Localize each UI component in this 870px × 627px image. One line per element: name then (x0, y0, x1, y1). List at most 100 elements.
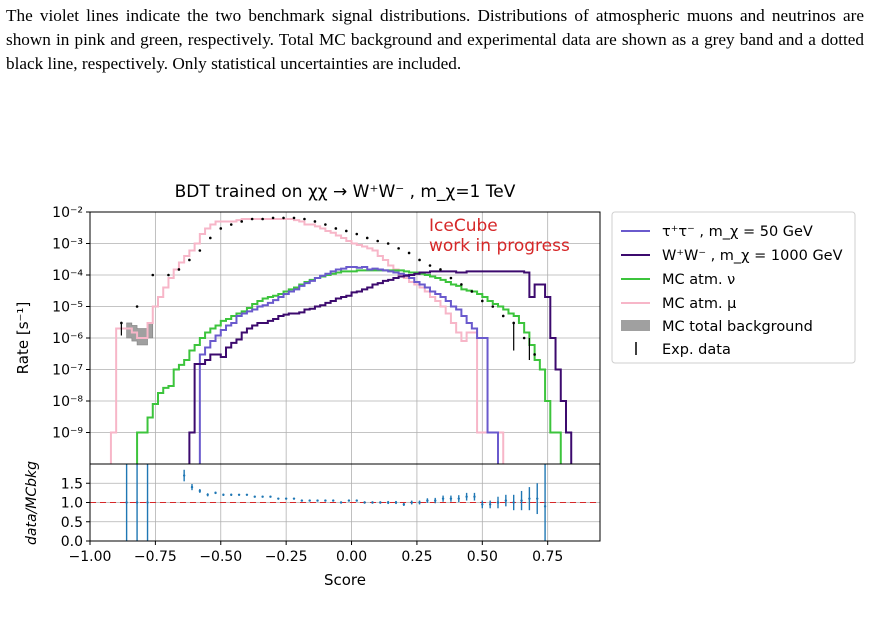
ratio-plot (90, 464, 600, 541)
legend-label-data: Exp. data (662, 342, 731, 358)
ratio-point (182, 474, 186, 477)
x-tick-label: 0.00 (336, 549, 367, 565)
ratio-point (410, 501, 413, 504)
legend-label-tautau: τ⁺τ⁻ , m_χ = 50 GeV (662, 224, 813, 240)
x-tick-label: −1.00 (69, 549, 112, 565)
legend-label-mu: MC atm. μ (662, 296, 736, 312)
ratio-point (473, 495, 476, 498)
data-point (151, 273, 155, 277)
ratio-point (292, 497, 296, 500)
data-point (303, 217, 306, 221)
x-tick-label: −0.25 (265, 549, 308, 565)
series-line-tautau (198, 265, 499, 464)
ratio-point (465, 495, 468, 498)
main-plot (109, 216, 573, 464)
ratio-point (520, 499, 523, 502)
y-tick-label: 10⁻² (52, 205, 83, 221)
legend-box (611, 211, 856, 364)
legend-label-band: MC total background (662, 319, 813, 335)
data-point (522, 336, 526, 340)
ratio-point (261, 495, 264, 498)
x-tick-label: 0.50 (467, 549, 498, 565)
x-tick-label: −0.50 (199, 549, 242, 565)
data-point (501, 314, 505, 318)
ratio-point (198, 489, 202, 493)
ratio-point (528, 497, 531, 500)
data-point (271, 216, 275, 220)
data-point (481, 299, 484, 303)
ratio-point (512, 501, 515, 504)
ratio-point (481, 503, 484, 506)
x-tick-label: −0.75 (134, 549, 177, 565)
ratio-point (324, 499, 327, 502)
ratio-point (190, 485, 194, 489)
data-point (397, 247, 400, 250)
data-point (188, 258, 191, 262)
ratio-tick-label: 1.5 (61, 476, 83, 492)
data-point (261, 217, 264, 221)
ratio-point (245, 493, 249, 496)
y-tick-label: 10⁻⁶ (52, 331, 83, 347)
y-tick-label: 10⁻⁷ (52, 363, 83, 379)
data-point (355, 232, 359, 236)
ratio-point (394, 501, 398, 504)
data-point (250, 217, 254, 221)
data-point (376, 239, 379, 243)
ratio-point (222, 493, 225, 496)
data-point (407, 251, 411, 255)
data-point (324, 223, 327, 226)
data-point (365, 236, 369, 240)
legend: τ⁺τ⁻ , m_χ = 50 GeV W⁺W⁻ , m_χ = 1000 Ge… (611, 211, 856, 364)
data-point (460, 283, 463, 286)
ratio-point (332, 499, 335, 502)
ratio-point (284, 497, 288, 500)
y-axis-label: Rate [s⁻¹] (14, 302, 32, 375)
ratio-tick-labels: 1.5 1.0 0.5 0.0 (61, 476, 90, 550)
ratio-point (146, 501, 149, 504)
data-point (313, 220, 317, 223)
ratio-point (434, 499, 437, 502)
data-point (428, 264, 432, 267)
data-point (219, 227, 223, 230)
ratio-tick-label: 1.0 (61, 496, 83, 512)
ratio-point (339, 501, 343, 504)
figure-caption: The violet lines indicate the two benchm… (6, 6, 864, 73)
x-tick-label: 0.25 (401, 549, 432, 565)
data-point (386, 242, 390, 245)
ratio-point (536, 497, 539, 500)
data-point (177, 268, 181, 271)
ratio-point (308, 499, 311, 502)
ratio-tick-label: 0.0 (61, 534, 83, 550)
y-tick-label: 10⁻³ (52, 237, 83, 253)
y-tick-labels: 10⁻² 10⁻³ 10⁻⁴ 10⁻⁵ 10⁻⁶ 10⁻⁷ 10⁻⁸ 10⁻⁹ (52, 205, 90, 442)
data-point (198, 249, 202, 252)
data-point (345, 229, 348, 233)
data-point (229, 223, 233, 226)
annotation-line-2: work in progress (429, 236, 570, 256)
y-tick-label: 10⁻⁸ (52, 394, 83, 410)
x-axis-label: Score (324, 571, 366, 589)
data-point (418, 258, 421, 262)
ratio-point (371, 501, 374, 504)
ratio-point (488, 503, 492, 506)
ratio-axis-label: data/MCbkg (24, 461, 40, 545)
ratio-point (449, 497, 453, 500)
series-line-ww (188, 270, 573, 464)
legend-swatch-band (621, 320, 650, 331)
ratio-point (300, 499, 304, 502)
ratio-point (230, 493, 233, 496)
series-line-mu (109, 217, 505, 464)
x-tick-labels: −1.00 −0.75 −0.50 −0.25 0.00 0.25 0.50 0.75 (69, 541, 563, 565)
legend-label-nu: MC atm. ν (662, 272, 735, 288)
ratio-point (253, 495, 256, 498)
data-point (292, 216, 296, 220)
ratio-point (237, 493, 241, 496)
data-point (334, 227, 338, 230)
data-point (439, 268, 442, 271)
data-point (167, 273, 170, 277)
ratio-point (402, 503, 406, 506)
y-tick-label: 10⁻⁴ (52, 268, 83, 284)
data-point (449, 276, 453, 280)
ratio-point (418, 501, 421, 504)
ratio-point (363, 501, 366, 504)
